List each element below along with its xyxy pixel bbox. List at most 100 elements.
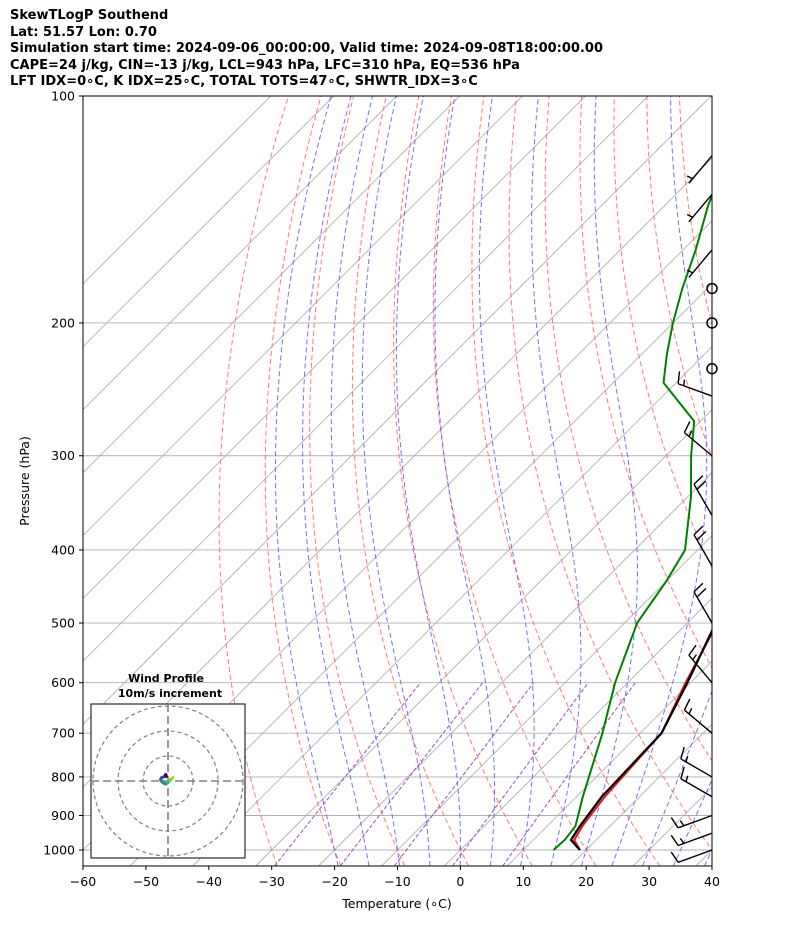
barb-half-flag — [688, 430, 693, 437]
barb-staff — [677, 849, 713, 863]
wind-barb — [670, 849, 713, 863]
moist-adiabat-line — [642, 689, 712, 866]
wind-barb — [693, 582, 713, 624]
isotherm-line — [129, 283, 712, 866]
wind-barb — [680, 766, 713, 798]
mixing-ratio-line — [452, 682, 589, 866]
wind-barb — [670, 814, 713, 829]
x-tick-label: −60 — [70, 874, 96, 889]
wind-barb — [686, 155, 713, 184]
barb-half-flag — [685, 755, 689, 763]
isotherm-line — [83, 96, 460, 474]
barb-flag — [693, 475, 704, 485]
dry-adiabat-line — [393, 96, 533, 866]
barb-flag — [670, 851, 679, 863]
chart-title: SkewTLogP Southend — [10, 8, 169, 23]
wind-barb — [670, 832, 713, 847]
time-line: Simulation start time: 2024-09-06_00:00:… — [10, 41, 603, 56]
barb-half-flag — [679, 837, 685, 844]
y-tick-label: 300 — [51, 448, 75, 463]
moist-adiabat-line — [302, 96, 370, 866]
dry-adiabat-line — [777, 96, 794, 866]
barb-flag — [680, 766, 685, 779]
wind-barb — [706, 362, 718, 375]
isotherm-line — [83, 96, 335, 348]
sounding-profiles — [552, 192, 712, 851]
moist-adiabat-line — [672, 778, 712, 866]
x-tick-label: 40 — [704, 874, 720, 889]
moist-adiabat-line — [274, 96, 339, 866]
hodograph-title: Wind Profile — [128, 672, 204, 685]
moist-adiabat-line — [395, 96, 461, 866]
isotherm-line — [83, 96, 523, 537]
moist-adiabat-line — [531, 96, 582, 866]
isotherm-line — [192, 346, 712, 866]
dry-adiabat-line — [264, 96, 342, 866]
y-tick-label: 700 — [51, 726, 75, 741]
dry-adiabat-line — [471, 96, 661, 866]
y-tick-label: 100 — [51, 89, 75, 104]
mixing-ratio-line — [274, 682, 421, 866]
barb-half-flag — [692, 654, 697, 661]
moist-adiabat-line — [611, 96, 708, 866]
mixing-ratio-line — [393, 682, 534, 866]
mixing-ratio-line — [339, 682, 484, 866]
moist-adiabat-line — [330, 96, 400, 866]
x-axis-label: Temperature (∘C) — [341, 896, 451, 911]
location-line: Lat: 51.57 Lon: 0.70 — [10, 24, 157, 40]
calm-circle — [706, 362, 718, 375]
y-tick-label: 400 — [51, 542, 75, 557]
barb-flag — [693, 582, 704, 593]
barb-flag — [696, 480, 707, 490]
wind-barb — [677, 371, 713, 397]
moist-adiabat-line — [703, 848, 712, 866]
wind-barb — [683, 698, 713, 734]
barb-half-flag — [685, 775, 689, 782]
isotherm-line — [507, 660, 712, 866]
x-tick-label: 20 — [578, 874, 594, 889]
barb-half-flag — [688, 708, 693, 715]
wind-barb — [680, 746, 713, 778]
barb-flag — [693, 525, 704, 536]
dry-adiabat-line — [646, 96, 712, 459]
x-tick-label: −10 — [384, 874, 410, 889]
barb-flag — [688, 644, 697, 656]
dry-adiabat-line — [579, 96, 712, 669]
moist-adiabat-line — [361, 96, 431, 866]
barb-half-flag — [686, 213, 694, 218]
x-tick-label: 0 — [456, 874, 464, 889]
x-tick-label: −50 — [133, 874, 159, 889]
y-tick-label: 500 — [51, 616, 75, 631]
dewpoint-line — [552, 192, 712, 851]
mixing-ratio-lines — [274, 682, 636, 866]
mixing-ratio-line — [502, 682, 636, 866]
x-tick-label: 30 — [641, 874, 657, 889]
dry-adiabat-line — [432, 96, 597, 866]
barb-flag — [696, 530, 707, 541]
moist-adiabat-line — [580, 96, 638, 866]
dry-adiabat-line — [711, 96, 712, 103]
cape-fill — [661, 630, 712, 734]
y-axis-label: Pressure (hPa) — [17, 436, 32, 526]
barb-staff — [693, 591, 713, 624]
hodograph-segment — [164, 773, 168, 778]
isotherm-line — [83, 96, 712, 725]
wind-barb — [686, 193, 713, 223]
y-axis-ticks: 100 200 300 400 500 600 700 800 900 1000 — [43, 89, 83, 858]
barb-flag — [683, 421, 691, 433]
dry-adiabat-line — [544, 96, 712, 762]
barb-flag — [677, 371, 681, 384]
isotherm-line — [695, 849, 712, 866]
x-tick-label: 10 — [515, 874, 531, 889]
barb-flag — [680, 746, 685, 760]
x-tick-label: −30 — [259, 874, 285, 889]
dry-adiabat-line — [508, 96, 712, 851]
isotherm-line — [83, 96, 272, 285]
moist-adiabats — [274, 96, 712, 866]
barb-half-flag — [686, 175, 694, 180]
chart-header: SkewTLogP Southend Lat: 51.57 Lon: 0.70 … — [10, 8, 603, 91]
hodograph-inset: Wind Profile 10m/s increment — [90, 672, 246, 859]
isotherm-line — [632, 786, 712, 866]
barb-flag — [670, 817, 679, 829]
x-tick-label: −20 — [321, 874, 347, 889]
